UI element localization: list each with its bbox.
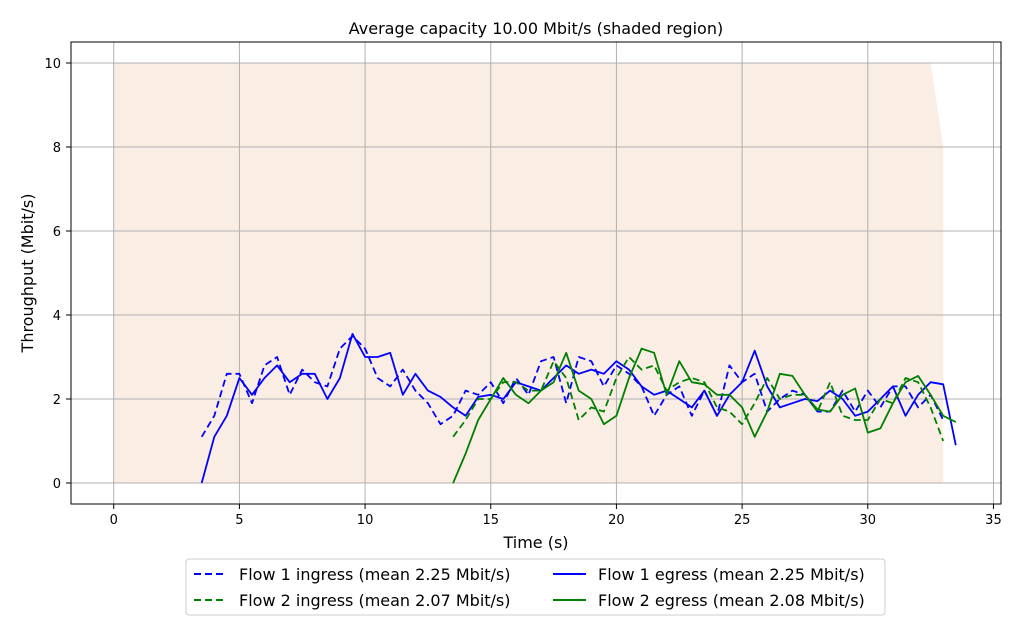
- legend-label: Flow 2 egress (mean 2.08 Mbit/s): [598, 591, 865, 610]
- x-axis-title: Time (s): [502, 533, 568, 552]
- x-tick-label: 35: [985, 513, 1002, 528]
- legend-frame: [185, 558, 886, 616]
- series-line-1: [200, 335, 945, 438]
- chart-title: Average capacity 10.00 Mbit/s (shaded re…: [349, 19, 723, 38]
- y-tick-label: 10: [44, 57, 61, 72]
- y-tick-label: 4: [53, 309, 61, 324]
- capacity-region: [113, 63, 944, 483]
- series-line-4: [452, 347, 957, 484]
- legend-label: Flow 1 ingress (mean 2.25 Mbit/s): [239, 565, 511, 584]
- y-tick-label: 2: [53, 393, 61, 408]
- y-tick-label: 8: [53, 141, 61, 156]
- x-tick-label: 30: [860, 513, 877, 528]
- series-line-3: [452, 356, 945, 442]
- x-tick-label: 15: [482, 513, 499, 528]
- series-line-2: [200, 332, 957, 484]
- axes-frame: [70, 41, 1002, 505]
- axes: 0 5 10 15 20 25 30 35 0 2 4 6 8 10: [44, 41, 1002, 528]
- x-tick-label: 5: [235, 513, 243, 528]
- legend-label: Flow 2 ingress (mean 2.07 Mbit/s): [239, 591, 511, 610]
- y-axis-title: Throughput (Mbit/s): [18, 194, 37, 354]
- x-tick-label: 10: [357, 513, 374, 528]
- legend-label: Flow 1 egress (mean 2.25 Mbit/s): [598, 565, 865, 584]
- legend: Flow 1 ingress (mean 2.25 Mbit/s) Flow 2 …: [185, 558, 886, 616]
- x-tick-label: 0: [110, 513, 118, 528]
- y-tick-label: 6: [53, 225, 61, 240]
- plot-area: [71, 42, 1001, 504]
- y-tick-label: 0: [53, 477, 61, 492]
- x-tick-label: 25: [734, 513, 751, 528]
- x-tick-label: 20: [608, 513, 625, 528]
